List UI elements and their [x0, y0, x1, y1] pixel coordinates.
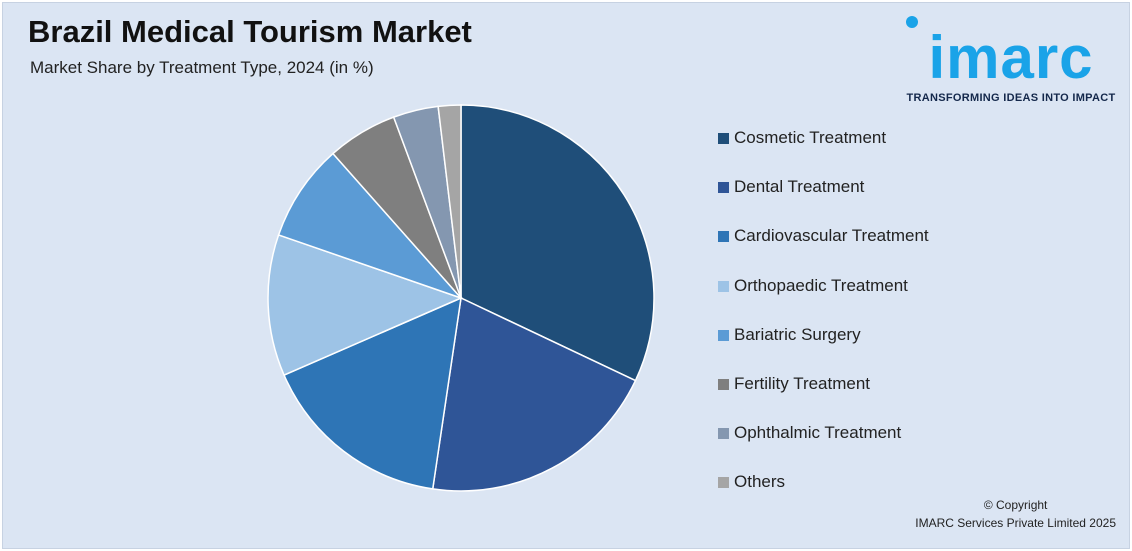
chart-subtitle: Market Share by Treatment Type, 2024 (in… — [30, 58, 374, 77]
legend-item: Others — [718, 472, 929, 521]
legend-swatch — [718, 428, 729, 440]
legend-label: Fertility Treatment — [734, 373, 871, 393]
legend-label: Dental Treatment — [734, 177, 865, 197]
legend-swatch — [718, 133, 729, 144]
legend-swatch — [718, 477, 729, 489]
legend-item: Orthopaedic Treatment — [718, 276, 929, 325]
legend-item: Bariatric Surgery — [718, 325, 929, 374]
legend-item: Cosmetic Treatment — [718, 128, 929, 177]
pie-slice-cardiovascular-treatment — [283, 296, 462, 490]
copyright-line-1: © Copyright — [983, 498, 1048, 512]
pie-slice-cosmetic-treatment — [460, 104, 655, 382]
logo-tagline: TRANSFORMING IDEAS INTO IMPACT — [906, 92, 1116, 104]
legend-swatch — [718, 378, 729, 390]
legend-label: Others — [734, 472, 786, 492]
legend-label: Bariatric Surgery — [734, 324, 861, 344]
legend-label: Ophthalmic Treatment — [734, 423, 902, 443]
chart-title: Brazil Medical Tourism Market — [28, 14, 472, 49]
legend-item: Dental Treatment — [718, 177, 929, 226]
pie-slice-bariatric-surgery — [277, 152, 464, 300]
logo-wordmark: imarc — [928, 24, 1094, 91]
pie-slice-others — [437, 104, 462, 299]
legend-label: Cardiovascular Treatment — [734, 226, 929, 246]
legend-swatch — [718, 231, 729, 243]
legend-swatch — [718, 280, 729, 292]
legend-item: Fertility Treatment — [718, 374, 929, 423]
copyright-notice: © Copyright IMARC Services Private Limit… — [915, 496, 1116, 532]
logo-dot-icon — [906, 16, 918, 28]
legend-item: Ophthalmic Treatment — [718, 423, 929, 472]
legend-swatch — [718, 182, 729, 194]
chart-legend: Cosmetic Treatment Dental Treatment Cardio… — [718, 128, 929, 522]
legend-label: Orthopaedic Treatment — [734, 275, 908, 295]
legend-label: Cosmetic Treatment — [734, 128, 887, 147]
pie-slice-orthopaedic-treatment — [267, 233, 464, 377]
imarc-logo: imarc TRANSFORMING IDEAS INTO IMPACT — [900, 12, 1122, 112]
copyright-line-2: IMARC Services Private Limited 2025 — [915, 516, 1116, 530]
pie-slice-dental-treatment — [431, 296, 637, 492]
legend-item: Cardiovascular Treatment — [718, 226, 929, 275]
legend-swatch — [718, 329, 729, 341]
